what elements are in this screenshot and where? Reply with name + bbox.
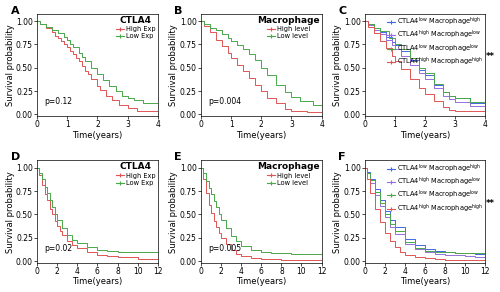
Y-axis label: Survival probability: Survival probability [170,171,178,253]
X-axis label: Time(years): Time(years) [400,277,450,286]
Text: C: C [338,6,346,15]
Legend: High level, Low level: High level, Low level [256,15,320,40]
X-axis label: Time(years): Time(years) [236,131,286,140]
Y-axis label: Survival probability: Survival probability [334,24,342,106]
Y-axis label: Survival probability: Survival probability [170,24,178,106]
Text: **: ** [486,52,494,61]
Text: p=0.12: p=0.12 [44,97,72,106]
Legend: High Exp, Low Exp: High Exp, Low Exp [116,15,156,40]
X-axis label: Time(years): Time(years) [72,131,122,140]
X-axis label: Time(years): Time(years) [236,277,286,286]
Text: F: F [338,152,346,162]
X-axis label: Time(years): Time(years) [72,277,122,286]
Text: p=0.02: p=0.02 [44,244,72,253]
Text: E: E [174,152,182,162]
Text: D: D [10,152,20,162]
Text: B: B [174,6,183,15]
Legend: High Exp, Low Exp: High Exp, Low Exp [116,162,156,187]
Legend: High level, Low level: High level, Low level [256,162,320,187]
Text: A: A [10,6,19,15]
Y-axis label: Survival probability: Survival probability [6,171,15,253]
Legend: CTLA4$^{\mathrm{low}}$ Macrophage$^{\mathrm{high}}$, CTLA4$^{\mathrm{high}}$ Mac: CTLA4$^{\mathrm{low}}$ Macrophage$^{\mat… [386,162,484,215]
Text: p=0.005: p=0.005 [208,244,242,253]
X-axis label: Time(years): Time(years) [400,131,450,140]
Y-axis label: Survival probability: Survival probability [6,24,15,106]
Text: **: ** [486,199,494,208]
Text: p=0.004: p=0.004 [208,97,242,106]
Y-axis label: Survival probability: Survival probability [334,171,342,253]
Legend: CTLA4$^{\mathrm{low}}$ Macrophage$^{\mathrm{high}}$, CTLA4$^{\mathrm{high}}$ Mac: CTLA4$^{\mathrm{low}}$ Macrophage$^{\mat… [386,15,484,69]
